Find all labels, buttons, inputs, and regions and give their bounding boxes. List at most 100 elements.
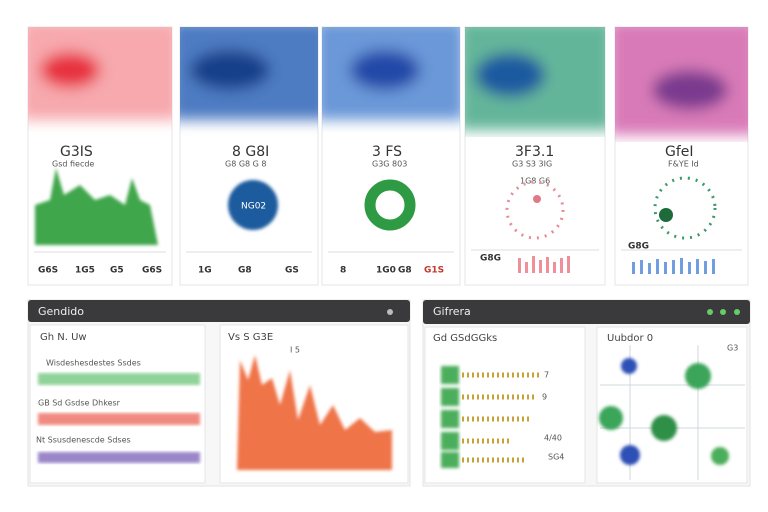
decoration: [387, 309, 393, 315]
decoration: [707, 309, 713, 315]
decoration: [35, 168, 158, 245]
card-subtitle: G3 S3 3IG: [512, 160, 552, 169]
card-title: 8 G8I: [232, 144, 269, 160]
decoration: [228, 180, 278, 230]
decoration: [560, 258, 563, 273]
decoration: [734, 309, 740, 315]
footer-label: G5: [110, 266, 124, 276]
card-subtitle: G3G 803: [372, 160, 407, 169]
decoration: [656, 259, 659, 274]
decoration: [28, 300, 410, 322]
decoration: [640, 260, 643, 274]
card-subtitle: G8 G8 G 8: [225, 160, 267, 169]
section-heading: Gh N. Uw: [40, 332, 87, 343]
section-heading: Uubdor 0: [607, 333, 653, 344]
panel: Gifrera Gd GSdGGks 7 9 4/40 SG4 Uubdor 0…: [422, 299, 751, 487]
row-value: SG4: [548, 453, 564, 462]
decoration: [38, 373, 200, 385]
decoration: [237, 355, 392, 470]
decoration: [441, 388, 459, 406]
decoration: [696, 259, 699, 274]
footer-label: 1G0: [376, 266, 396, 276]
decoration: [441, 452, 459, 468]
card-subtitle: Gsd fiecde: [52, 160, 94, 169]
decoration: [38, 413, 200, 425]
decoration: [180, 27, 318, 120]
row-value: 7: [544, 371, 549, 380]
decoration: [38, 452, 200, 463]
card: 3F3.1 G3 S3 3IG 1G8 G6 G8G: [464, 26, 606, 286]
decoration: [518, 256, 570, 273]
footer-label: G8: [398, 266, 412, 276]
decoration: [441, 432, 459, 450]
decoration: [423, 300, 750, 324]
row-label: Nt Ssusdenescde Sdses: [36, 436, 131, 445]
card-title: 3F3.1: [515, 144, 554, 160]
decoration: [672, 260, 675, 274]
card-note: 1G8 G6: [520, 177, 550, 186]
decoration: [462, 372, 540, 463]
decoration: [190, 50, 270, 90]
decoration: [40, 52, 100, 88]
decoration: [659, 208, 673, 222]
decoration: [653, 176, 717, 240]
row-value: 4/40: [544, 434, 562, 443]
decoration: [441, 366, 459, 384]
row-label: Wisdeshesdestes Ssdes: [46, 359, 141, 368]
card-title: GfeI: [665, 144, 694, 160]
decoration: [652, 70, 728, 110]
decoration: [475, 53, 545, 97]
decoration: [465, 27, 605, 130]
decoration: [615, 27, 748, 135]
card-subtitle: F&YE Id: [668, 160, 699, 169]
decoration: [621, 358, 637, 374]
card-title: G3IS: [60, 144, 93, 160]
footer-label: 1G: [198, 266, 212, 276]
decoration: [648, 263, 651, 274]
decoration: [525, 262, 528, 273]
panel: Gendido Gh N. Uw Wisdeshesdestes Ssdes G…: [27, 299, 411, 487]
row-value: 9: [542, 393, 547, 402]
decoration: [688, 262, 691, 274]
decoration: [704, 261, 707, 274]
badge: NG02: [241, 202, 266, 212]
card: 8 G8I G8 G8 G 8 NG02 1G G8 GS: [179, 26, 319, 286]
decoration: [539, 260, 542, 273]
section-heading: Gd GSdGGks: [433, 333, 497, 344]
footer-label: G8: [238, 266, 252, 276]
decoration: [567, 256, 570, 273]
card: 3 FS G3G 803 8 1G0 G8 G1S: [321, 26, 461, 286]
footer-label: 1G5: [75, 266, 95, 276]
decoration: [350, 50, 420, 90]
decoration: [632, 258, 715, 274]
decoration: [553, 262, 556, 273]
decoration: [711, 447, 729, 465]
decoration: [28, 27, 172, 120]
decoration: [441, 366, 459, 468]
decoration: [599, 358, 729, 465]
decoration: [632, 262, 635, 274]
footer-label: GS: [285, 266, 299, 276]
footer-label: 8: [340, 266, 346, 276]
decoration: [533, 195, 541, 203]
decoration: [712, 259, 715, 274]
decoration: [664, 262, 667, 274]
footer-label: G8G: [628, 242, 649, 252]
decoration: [620, 445, 640, 465]
card-title: 3 FS: [372, 144, 402, 160]
decoration: [680, 258, 683, 274]
decoration: [720, 309, 726, 315]
footer-label: G6S: [38, 266, 58, 276]
footer-label: G6S: [142, 266, 162, 276]
decoration: [441, 410, 459, 428]
section-subheading: I 5: [290, 346, 300, 355]
decoration: [599, 406, 623, 430]
decoration: [505, 180, 565, 240]
footer-label: G8G: [480, 254, 501, 264]
card: GfeI F&YE Id G8G: [614, 26, 749, 286]
decoration: [685, 363, 711, 389]
card: G3IS Gsd fiecde G6S 1G5 G5 G6S: [27, 26, 173, 286]
decoration: [518, 258, 521, 273]
footer-label: G1S: [424, 266, 444, 276]
